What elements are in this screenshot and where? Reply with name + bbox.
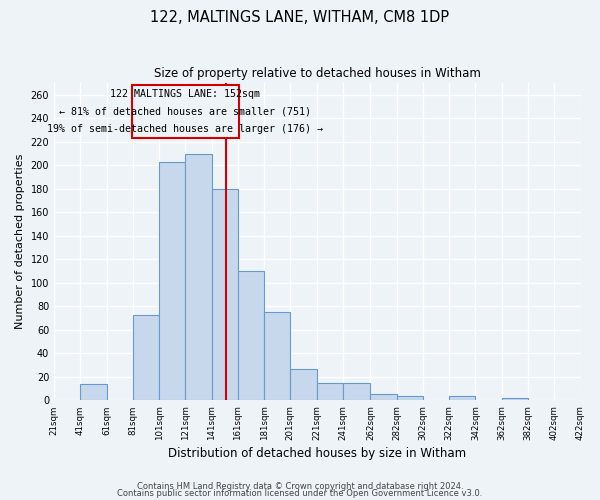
X-axis label: Distribution of detached houses by size in Witham: Distribution of detached houses by size … [168, 447, 466, 460]
Bar [238, 271, 264, 400]
Bar [449, 396, 475, 400]
Text: 122 MALTINGS LANE: 152sqm: 122 MALTINGS LANE: 152sqm [110, 89, 260, 99]
Title: Size of property relative to detached houses in Witham: Size of property relative to detached ho… [154, 68, 481, 80]
Bar [290, 368, 317, 400]
Text: 19% of semi-detached houses are larger (176) →: 19% of semi-detached houses are larger (… [47, 124, 323, 134]
FancyBboxPatch shape [131, 86, 239, 138]
Bar [185, 154, 212, 400]
Bar [581, 398, 600, 400]
Bar [159, 162, 185, 400]
Bar [343, 382, 370, 400]
Bar [397, 396, 423, 400]
Bar [502, 398, 528, 400]
Bar [80, 384, 107, 400]
Text: Contains public sector information licensed under the Open Government Licence v3: Contains public sector information licen… [118, 490, 482, 498]
Bar [317, 382, 343, 400]
Bar [370, 394, 397, 400]
Bar [133, 314, 159, 400]
Text: ← 81% of detached houses are smaller (751): ← 81% of detached houses are smaller (75… [59, 106, 311, 117]
Bar [212, 189, 238, 400]
Bar [264, 312, 290, 400]
Text: Contains HM Land Registry data © Crown copyright and database right 2024.: Contains HM Land Registry data © Crown c… [137, 482, 463, 491]
Text: 122, MALTINGS LANE, WITHAM, CM8 1DP: 122, MALTINGS LANE, WITHAM, CM8 1DP [151, 10, 449, 25]
Y-axis label: Number of detached properties: Number of detached properties [15, 154, 25, 330]
